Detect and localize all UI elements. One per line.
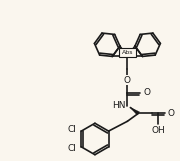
Text: O: O [168,109,175,118]
FancyBboxPatch shape [119,48,136,57]
Text: O: O [124,76,131,85]
Text: HN: HN [112,101,125,110]
Text: O: O [144,88,151,97]
Text: Abs: Abs [122,50,133,55]
Text: Cl: Cl [68,144,76,153]
Text: Cl: Cl [68,125,76,134]
Polygon shape [130,108,140,115]
Text: OH: OH [151,126,165,135]
